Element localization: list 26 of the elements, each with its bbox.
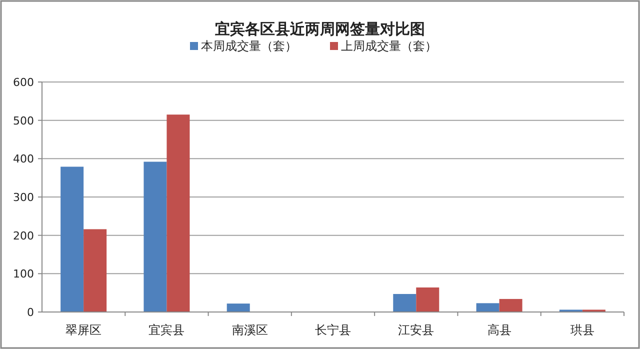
x-tick-label: 江安县 <box>398 323 434 337</box>
y-tick-label: 100 <box>13 268 34 281</box>
y-tick-label: 0 <box>27 306 34 319</box>
legend-label: 上周成交量（套） <box>341 39 437 53</box>
bar <box>416 287 440 312</box>
x-tick-label: 翠屏区 <box>66 323 102 337</box>
chart-title: 宜宾各区县近两周网签量对比图 <box>215 20 425 38</box>
x-tick-label: 珙县 <box>570 323 594 337</box>
x-tick-label: 长宁县 <box>315 323 351 337</box>
bar <box>84 229 107 312</box>
y-tick-label: 300 <box>13 191 34 204</box>
bar <box>499 298 522 312</box>
y-tick-label: 200 <box>13 229 34 242</box>
bar <box>226 304 250 312</box>
x-tick-label: 高县 <box>487 323 512 337</box>
x-tick-label: 南溪区 <box>232 323 268 337</box>
bar <box>393 294 416 312</box>
x-tick-label: 宜宾县 <box>148 323 185 337</box>
bar <box>166 114 190 312</box>
legend-label: 本周成交量（套） <box>201 39 297 53</box>
bar <box>476 303 500 312</box>
bar <box>144 162 167 312</box>
y-tick-label: 500 <box>13 114 34 128</box>
y-tick-label: 600 <box>13 76 34 89</box>
y-tick-label: 400 <box>13 152 34 166</box>
bar <box>60 166 84 312</box>
